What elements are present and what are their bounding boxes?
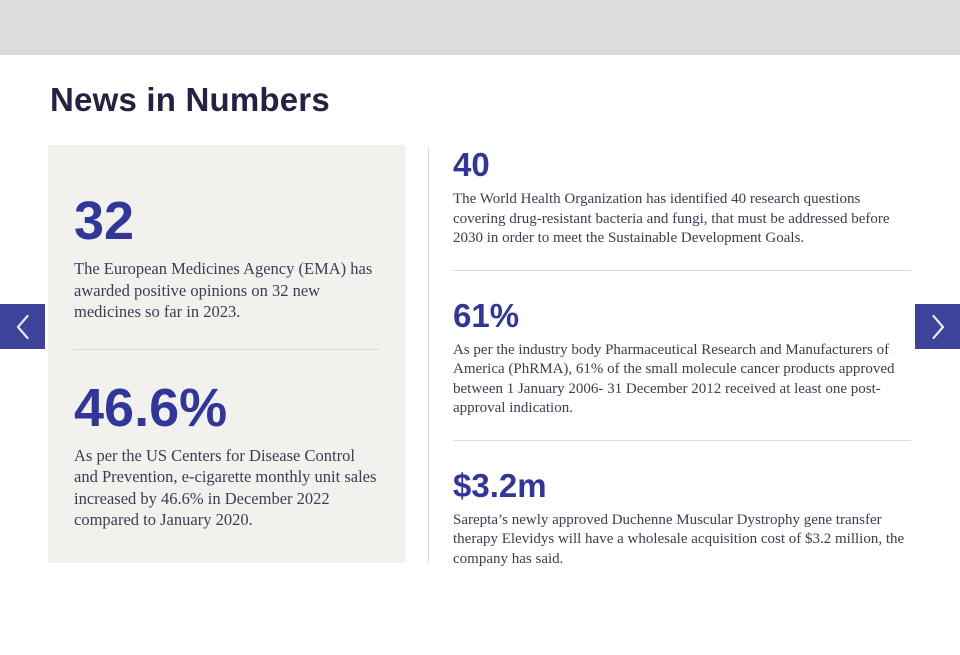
- carousel-next-button[interactable]: [915, 304, 960, 349]
- stat-description: The World Health Organization has identi…: [453, 191, 890, 246]
- row-divider: [453, 439, 911, 441]
- featured-stat-2: 46.6% As per the US Centers for Disease …: [74, 380, 379, 531]
- card-divider: [74, 348, 379, 350]
- column-divider: [428, 147, 429, 563]
- page-title: News in Numbers: [50, 81, 330, 118]
- carousel-prev-button[interactable]: [0, 304, 45, 349]
- stat-value: 61%: [453, 296, 520, 334]
- stat-description: As per the industry body Pharmaceutical …: [453, 341, 895, 417]
- featured-stat-1: 32 The European Medicines Agency (EMA) h…: [74, 193, 379, 323]
- stat-value: $3.2m: [453, 466, 547, 504]
- stat-list: 40 The World Health Organization has ide…: [453, 147, 911, 569]
- chevron-left-icon: [12, 311, 34, 343]
- row-divider: [453, 269, 911, 271]
- stat-description: The European Medicines Agency (EMA) has …: [74, 259, 373, 321]
- stat-item-3: $3.2m Sarepta’s newly approved Duchenne …: [453, 466, 911, 570]
- top-band: [0, 0, 960, 55]
- chevron-right-icon: [927, 311, 949, 343]
- stat-value: 32: [74, 191, 135, 251]
- stat-value: 46.6%: [74, 377, 228, 438]
- stat-description: Sarepta’s newly approved Duchenne Muscul…: [453, 511, 905, 567]
- stat-item-1: 40 The World Health Organization has ide…: [453, 147, 911, 249]
- stat-item-2: 61% As per the industry body Pharmaceuti…: [453, 296, 911, 419]
- featured-stat-card: 32 The European Medicines Agency (EMA) h…: [48, 145, 405, 563]
- stat-value: 40: [453, 146, 490, 183]
- stat-description: As per the US Centers for Disease Contro…: [74, 445, 377, 530]
